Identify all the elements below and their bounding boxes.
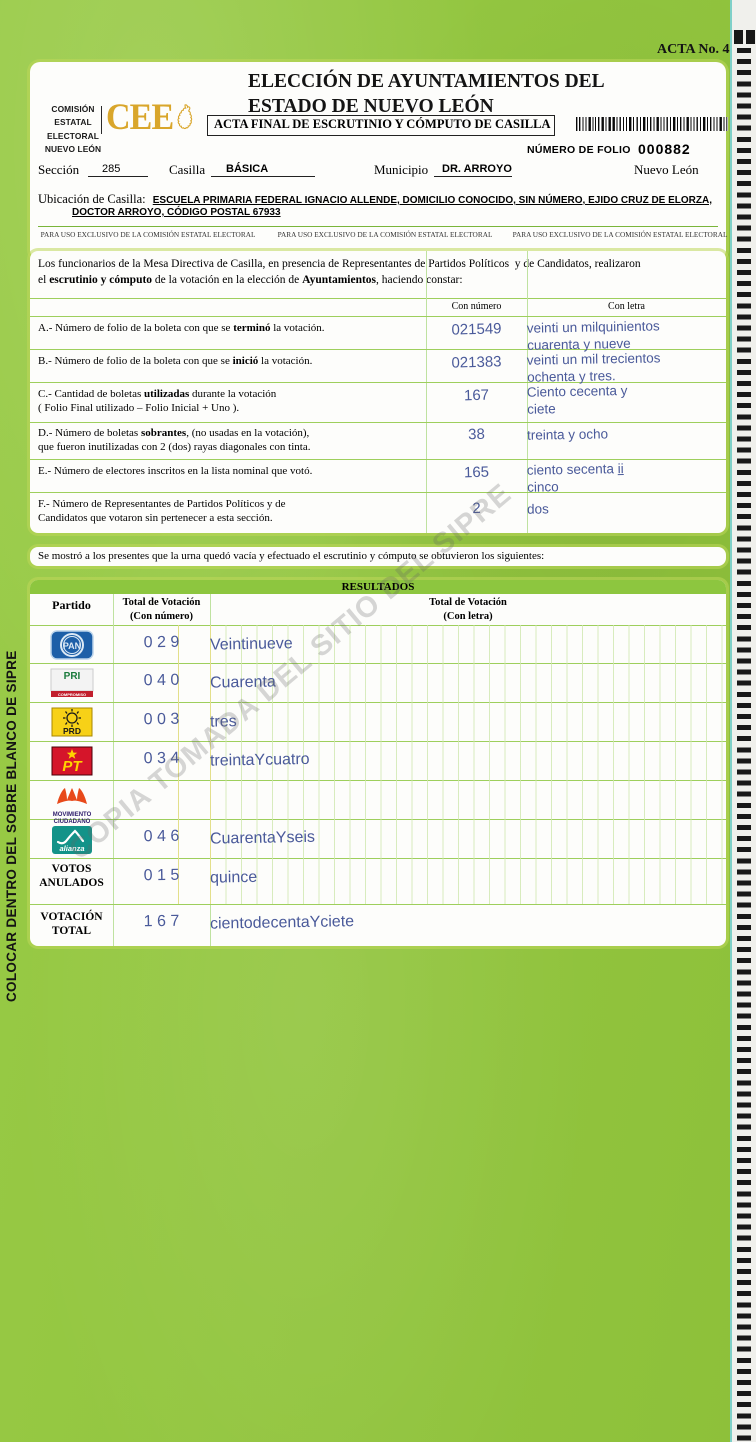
svg-text:PAN: PAN [63,641,81,651]
svg-text:PRI: PRI [64,671,81,682]
svg-text:PRD: PRD [63,726,81,736]
svg-text:PT: PT [62,758,83,775]
svg-text:COMPROMISO: COMPROMISO [58,692,86,697]
